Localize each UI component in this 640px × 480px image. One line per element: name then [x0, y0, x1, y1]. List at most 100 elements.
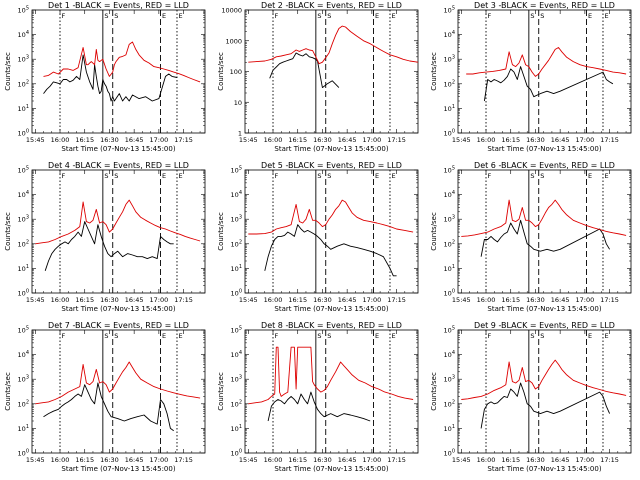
x-tick-label: 16:00 — [477, 456, 496, 464]
panel-title: Det 8 -BLACK = Events, RED = LLD — [261, 321, 402, 330]
y-tick-label: 103 — [231, 215, 242, 224]
y-tick-label: 100 — [231, 289, 242, 298]
event-marker-label: E — [162, 12, 166, 20]
x-tick-label: 16:00 — [51, 456, 70, 464]
panel-title: Det 2 -BLACK = Events, RED = LLD — [261, 1, 402, 10]
panel-title: Det 9 -BLACK = Events, RED = LLD — [474, 321, 615, 330]
x-tick-label: 16:00 — [51, 136, 70, 144]
x-tick-label: 17:00 — [362, 456, 381, 464]
series-line-events — [264, 224, 397, 277]
event-marker-label: F — [275, 332, 279, 340]
series-line-events — [483, 66, 614, 102]
x-tick-label: 16:00 — [477, 136, 496, 144]
y-tick-label: 102 — [444, 239, 455, 248]
x-tick-label: 15:45 — [26, 456, 45, 464]
x-tick-label: 16:30 — [100, 296, 119, 304]
x-tick-label: 16:30 — [313, 296, 332, 304]
y-tick-label: 104 — [231, 190, 242, 199]
x-tick-label: 16:45 — [551, 456, 570, 464]
event-marker-label: E — [604, 332, 608, 340]
y-tick-label: 102 — [231, 239, 242, 248]
event-marker-label: E — [178, 172, 182, 180]
event-marker-label: E — [162, 172, 166, 180]
x-axis-label: Start Time (07-Nov-13 15:45:00) — [61, 305, 175, 313]
series-line-lld — [43, 41, 201, 83]
detector-panel-8: Det 8 -BLACK = Events, RED = LLD 100 101 10… — [217, 321, 419, 473]
x-tick-label: 16:45 — [125, 456, 144, 464]
y-tick-label: 100 — [231, 449, 242, 458]
plot-frame — [457, 169, 632, 294]
x-tick-label: 17:15 — [174, 456, 193, 464]
event-marker-label: E — [375, 12, 379, 20]
detector-panel-2: Det 2 -BLACK = Events, RED = LLD 1 10 100 10… — [217, 1, 419, 153]
y-tick-label: 103 — [444, 375, 455, 384]
y-tick-label: 105 — [231, 326, 242, 335]
y-tick-label: 100 — [444, 129, 455, 138]
event-marker-label: S — [327, 12, 331, 20]
x-tick-label: 17:15 — [600, 296, 619, 304]
y-tick-label: 100 — [444, 449, 455, 458]
series-line-events — [480, 219, 610, 257]
y-tick-label: 103 — [18, 55, 29, 64]
x-tick-label: 16:30 — [313, 136, 332, 144]
detector-panel-9: Det 9 -BLACK = Events, RED = LLD 100 101 10… — [430, 321, 632, 473]
x-tick-label: 16:00 — [477, 296, 496, 304]
event-marker-label: E — [162, 332, 166, 340]
x-tick-label: 17:15 — [600, 456, 619, 464]
y-tick-label: 101 — [444, 264, 455, 273]
x-tick-label: 15:45 — [239, 296, 258, 304]
plot-frame — [31, 169, 206, 294]
y-tick-label: 104 — [444, 190, 455, 199]
event-marker-label: S — [540, 172, 544, 180]
y-tick-label: 102 — [231, 399, 242, 408]
x-tick-label: 17:15 — [387, 136, 406, 144]
detector-panel-5: Det 5 -BLACK = Events, RED = LLD 100 101 10… — [217, 161, 419, 313]
x-tick-label: 17:00 — [575, 296, 594, 304]
event-marker-label: S — [540, 332, 544, 340]
y-tick-label: 100 — [18, 449, 29, 458]
event-marker-label: S — [104, 172, 108, 180]
x-tick-label: 16:15 — [501, 456, 520, 464]
x-tick-label: 16:30 — [526, 296, 545, 304]
panel-title: Det 3 -BLACK = Events, RED = LLD — [474, 1, 615, 10]
series-line-lld — [248, 199, 414, 235]
y-tick-label: 104 — [18, 30, 29, 39]
series-line-events — [480, 382, 611, 429]
y-tick-label: 101 — [231, 264, 242, 273]
x-tick-label: 16:15 — [75, 456, 94, 464]
x-tick-label: 16:45 — [125, 136, 144, 144]
event-marker-label: S — [104, 12, 108, 20]
series-line-events — [43, 54, 178, 102]
x-tick-label: 16:00 — [264, 456, 283, 464]
x-tick-label: 15:45 — [26, 136, 45, 144]
event-marker-label: S — [114, 332, 118, 340]
event-marker-label: E — [588, 12, 592, 20]
plot-frame — [457, 9, 632, 134]
x-tick-label: 16:00 — [51, 296, 70, 304]
y-tick-label: 100 — [18, 289, 29, 298]
y-tick-label: 102 — [18, 239, 29, 248]
event-marker-label: S — [540, 12, 544, 20]
y-tick-label: 104 — [231, 350, 242, 359]
x-tick-label: 16:15 — [75, 296, 94, 304]
y-tick-label: 100 — [230, 68, 242, 76]
x-tick-label: 15:45 — [239, 456, 258, 464]
event-marker-label: S — [317, 12, 321, 20]
event-marker-label: S — [317, 172, 321, 180]
panel-title: Det 5 -BLACK = Events, RED = LLD — [261, 161, 402, 170]
y-tick-label: 104 — [18, 350, 29, 359]
event-marker-label: E — [391, 12, 395, 20]
x-tick-label: 16:15 — [288, 456, 307, 464]
event-marker-label: S — [530, 172, 534, 180]
event-marker-label: E — [178, 12, 182, 20]
event-marker-label: F — [62, 172, 66, 180]
event-marker-label: E — [588, 172, 592, 180]
y-axis-label: Counts/sec — [430, 372, 438, 411]
x-tick-label: 17:00 — [362, 136, 381, 144]
y-tick-label: 103 — [18, 215, 29, 224]
y-tick-label: 105 — [18, 6, 29, 15]
event-marker-label: E — [604, 172, 608, 180]
x-tick-label: 16:30 — [313, 456, 332, 464]
y-tick-label: 105 — [18, 166, 29, 175]
event-marker-label: S — [317, 332, 321, 340]
